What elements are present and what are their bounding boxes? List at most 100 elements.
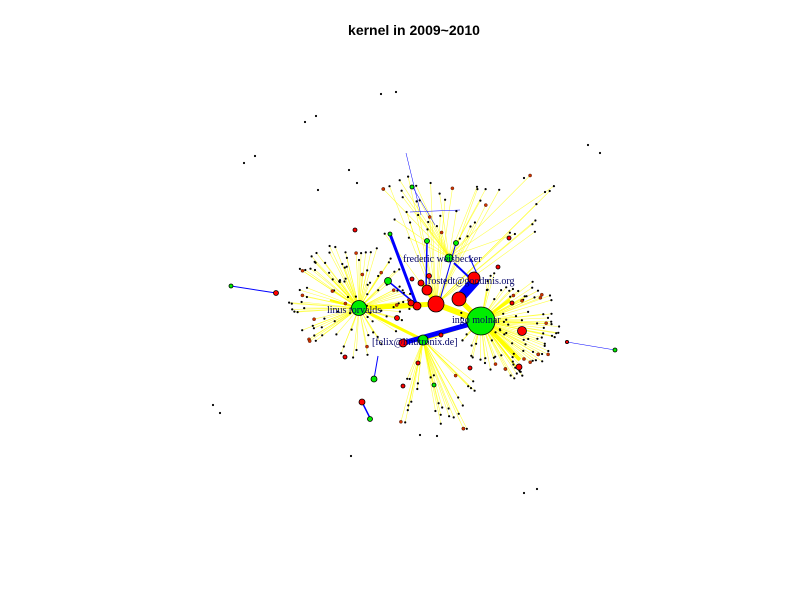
node-dot [394,330,398,333]
node-dot [455,210,458,213]
node-dot [509,374,512,377]
node-dot [521,374,524,377]
node-dot [531,350,535,353]
node-dot [493,272,496,275]
node-dot [379,92,383,96]
node-dot [338,279,342,282]
node-dot-red [536,352,540,357]
node-dot [511,287,514,291]
node-dot [484,188,487,191]
node-dot [398,310,401,313]
node-dot [328,271,331,274]
edge-yellow [422,339,442,424]
edge-yellow [435,188,478,305]
node-dot [512,363,515,366]
node-dot [457,396,460,399]
node-dot [298,267,301,270]
edge-yellow [422,339,464,429]
node-dot [398,179,401,182]
node-dot [314,114,318,118]
node-dot [343,266,346,269]
edge-yellow [430,182,437,305]
node-dot [389,257,392,260]
edge-blue [439,242,457,301]
node-dot [366,353,369,356]
edge-yellow [400,339,424,422]
edge-yellow [448,185,555,258]
node-dot [531,280,534,283]
node-dot [505,286,508,289]
node-dot [314,261,317,264]
node-dot [341,262,344,266]
node-dot [502,320,505,323]
node-dot [340,352,343,355]
node-dot [469,225,472,228]
node-dot [401,289,404,292]
edge-yellow [313,307,360,329]
node-dot [486,280,489,283]
edge-yellow [352,307,360,358]
node-dot [367,334,370,337]
node-dot [349,454,353,458]
label-linus-torvalds: linus torvalds [327,305,381,316]
node-dot [401,196,404,199]
edge-yellow [435,220,536,305]
node-dot [507,323,510,326]
edge-yellow [411,339,424,402]
node-dot [432,374,435,377]
edge-yellow [314,269,360,309]
node [352,227,358,233]
node-dot [355,348,358,352]
node-dot [550,320,553,323]
node [415,360,421,366]
node-dot [439,214,442,217]
node [424,238,430,244]
node-dot [380,343,383,346]
node-dot [371,320,374,323]
node-dot [441,406,444,409]
node-dot [473,221,476,224]
node-dot [514,315,518,318]
node-dot [550,312,553,315]
node-dot [498,188,501,191]
edge-yellow [314,307,360,336]
node-dot [470,354,473,357]
node-dot [525,295,528,298]
node-dot-red [354,251,358,255]
node-dot [415,184,418,187]
edge-yellow [448,233,515,258]
node [398,338,408,348]
node-dot [512,352,515,355]
node-dot [531,359,534,362]
node-dot [536,322,539,325]
major-nodes [228,184,618,422]
node-dot [315,251,318,255]
edge-yellow [316,252,360,309]
node-dot [439,413,442,416]
edge-blue [409,209,461,213]
node-dot-red [528,173,532,178]
node-dot [409,221,412,224]
node [517,326,527,336]
node-dot [429,376,432,379]
node-dot [380,309,383,312]
edge-yellow [310,268,360,309]
node-dot [320,326,323,329]
node-dot [553,336,556,339]
node-dot [527,337,530,341]
edge-yellow [448,211,457,258]
node-dot [509,295,512,298]
node-dot [531,286,534,289]
node-dot [293,310,296,313]
node [506,235,512,241]
node-dot-red [493,362,498,366]
node-dot [345,256,348,259]
edge-blue [230,285,277,294]
edge-yellow [358,252,372,309]
label-felix: [felix@linutronix.de] [372,337,458,348]
edge-yellow [435,199,446,305]
node-dot [426,228,429,231]
node-dot [524,343,527,346]
node [412,301,422,311]
label-ingo-molnar: ingo molnar [452,315,501,326]
